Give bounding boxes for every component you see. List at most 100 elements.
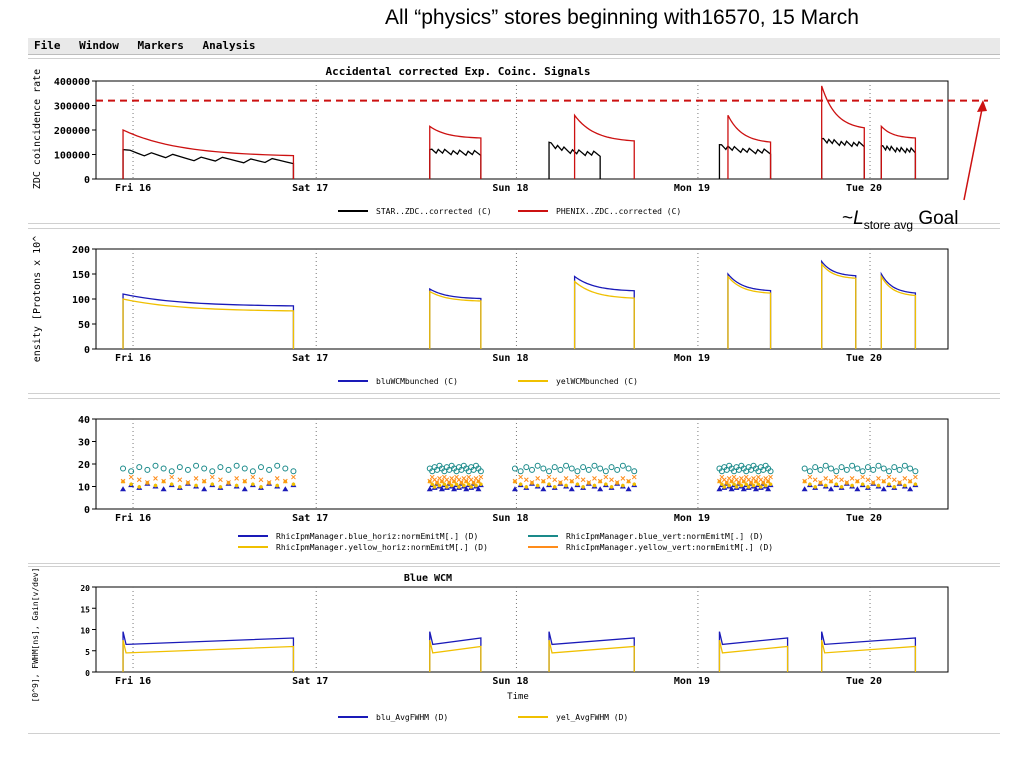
emit-point xyxy=(855,478,860,484)
emit-point xyxy=(801,465,808,472)
emit-point xyxy=(218,485,223,489)
zdc-ylabel: ZDC coincidence rate xyxy=(32,69,43,189)
emit-point xyxy=(625,486,632,492)
emit-point xyxy=(875,462,882,469)
emit-point xyxy=(849,462,856,469)
intensity-series-line xyxy=(122,293,295,349)
emit-point xyxy=(469,485,473,489)
intensity-ytick-label: 50 xyxy=(78,320,90,331)
intensity-chart[interactable]: ensity [Protons x 10^ 200 150 100 50 0 Fri 16… xyxy=(28,229,1000,393)
emit-point xyxy=(523,464,530,471)
emit-point xyxy=(120,486,127,492)
emit-point xyxy=(511,486,518,492)
emit-point xyxy=(518,482,523,487)
emit-point xyxy=(728,486,735,492)
zdc-xtick-label: Tue 20 xyxy=(846,183,882,194)
zdc-series-line xyxy=(880,124,917,179)
wcm-chart[interactable]: Blue WCM [0^9], FWHM[ns], Gain[v/dev] Ti… xyxy=(28,567,1000,733)
emit-xtick-label: Tue 20 xyxy=(846,513,882,524)
emit-point xyxy=(602,468,609,475)
intensity-legend-label: yelWCMbunched (C) xyxy=(556,377,638,386)
emit-xtick-label: Mon 19 xyxy=(674,513,710,524)
emit-point xyxy=(291,474,296,480)
emit-point xyxy=(569,478,575,484)
emit-point xyxy=(912,468,919,475)
emit-point xyxy=(466,482,471,487)
emit-point xyxy=(767,468,774,475)
emit-legend-label: RhicIpmManager.yellow_vert:normEmitM[.] … xyxy=(566,543,773,552)
emit-point xyxy=(233,462,240,469)
intensity-plot-frame xyxy=(95,248,949,350)
emit-point xyxy=(886,468,893,475)
intensity-xtick-label: Fri 16 xyxy=(115,352,151,364)
emit-point xyxy=(249,468,256,475)
emit-point xyxy=(427,478,433,484)
emit-point xyxy=(234,483,239,488)
emit-point xyxy=(137,485,142,489)
zdc-title: Accidental corrected Exp. Coinc. Signals xyxy=(326,65,591,78)
zdc-series-line xyxy=(122,128,295,179)
emit-point xyxy=(178,485,182,489)
wcm-ytick-label: 0 xyxy=(85,669,90,678)
goal-word: Goal xyxy=(918,208,959,229)
emit-point xyxy=(258,477,264,483)
emit-point xyxy=(524,485,529,489)
emit-point xyxy=(716,486,723,492)
emit-point xyxy=(176,464,183,471)
emit-legend-label: RhicIpmManager.blue_vert:normEmitM[.] (D… xyxy=(566,532,763,541)
emit-point xyxy=(184,466,191,473)
menu-analysis[interactable]: Analysis xyxy=(202,39,256,52)
emit-point xyxy=(860,474,866,480)
emit-point xyxy=(748,480,754,485)
goal-l: L xyxy=(853,208,864,229)
zdc-xtick-label: Sun 18 xyxy=(492,183,528,194)
emit-point xyxy=(828,478,834,484)
emit-point xyxy=(736,480,742,485)
goal-label: ~Lstore avg Goal xyxy=(842,208,958,232)
emit-point xyxy=(812,477,818,483)
emit-point xyxy=(446,480,452,485)
zdc-panel: Accidental corrected Exp. Coinc. Signals… xyxy=(28,58,1000,224)
emit-point xyxy=(580,477,586,483)
wcm-xtick-label: Sat 17 xyxy=(292,676,328,687)
emit-point xyxy=(597,478,603,484)
emit-point xyxy=(740,486,747,492)
intensity-ytick-label: 0 xyxy=(84,345,90,356)
emit-point xyxy=(592,483,597,488)
intensity-series-line xyxy=(880,274,917,349)
zdc-series-line xyxy=(727,114,772,179)
wcm-xlabel: Time xyxy=(507,692,529,702)
emit-point xyxy=(739,483,744,488)
emit-point xyxy=(907,478,913,484)
zdc-ytick-label: 0 xyxy=(84,175,90,186)
emit-point xyxy=(557,466,564,473)
emit-point xyxy=(512,478,518,484)
intensity-xtick-label: Mon 19 xyxy=(674,353,710,364)
emit-point xyxy=(860,482,865,487)
emittance-chart[interactable]: 40 30 20 10 0 Fri 16 Sat 17 Sun 18 Mon 19 Tue 20 R… xyxy=(28,399,1000,563)
emit-point xyxy=(471,480,476,485)
emit-point xyxy=(626,478,631,484)
emit-point xyxy=(907,486,914,492)
emit-point xyxy=(722,485,727,489)
menu-window[interactable]: Window xyxy=(79,39,119,52)
emit-point xyxy=(614,480,620,485)
emit-point xyxy=(880,486,887,492)
wcm-legend-label: blu_AvgFWHM (D) xyxy=(376,713,448,722)
emit-point xyxy=(604,482,608,487)
zdc-chart[interactable]: Accidental corrected Exp. Coinc. Signals… xyxy=(28,59,1000,223)
emit-point xyxy=(437,483,442,488)
emit-point xyxy=(603,474,609,480)
emit-point xyxy=(185,480,191,485)
emit-point xyxy=(266,480,272,485)
emit-ytick-label: 30 xyxy=(78,438,90,449)
emit-point xyxy=(756,482,761,487)
intensity-series-line xyxy=(727,274,772,349)
slide-title: All “physics” stores beginning with16570… xyxy=(385,6,859,29)
emit-point xyxy=(226,480,231,485)
menu-file[interactable]: File xyxy=(34,39,61,52)
emit-point xyxy=(161,478,166,484)
emit-point xyxy=(529,466,535,473)
menu-markers[interactable]: Markers xyxy=(137,39,184,52)
wcm-legend-label: yel_AvgFWHM (D) xyxy=(556,713,628,722)
